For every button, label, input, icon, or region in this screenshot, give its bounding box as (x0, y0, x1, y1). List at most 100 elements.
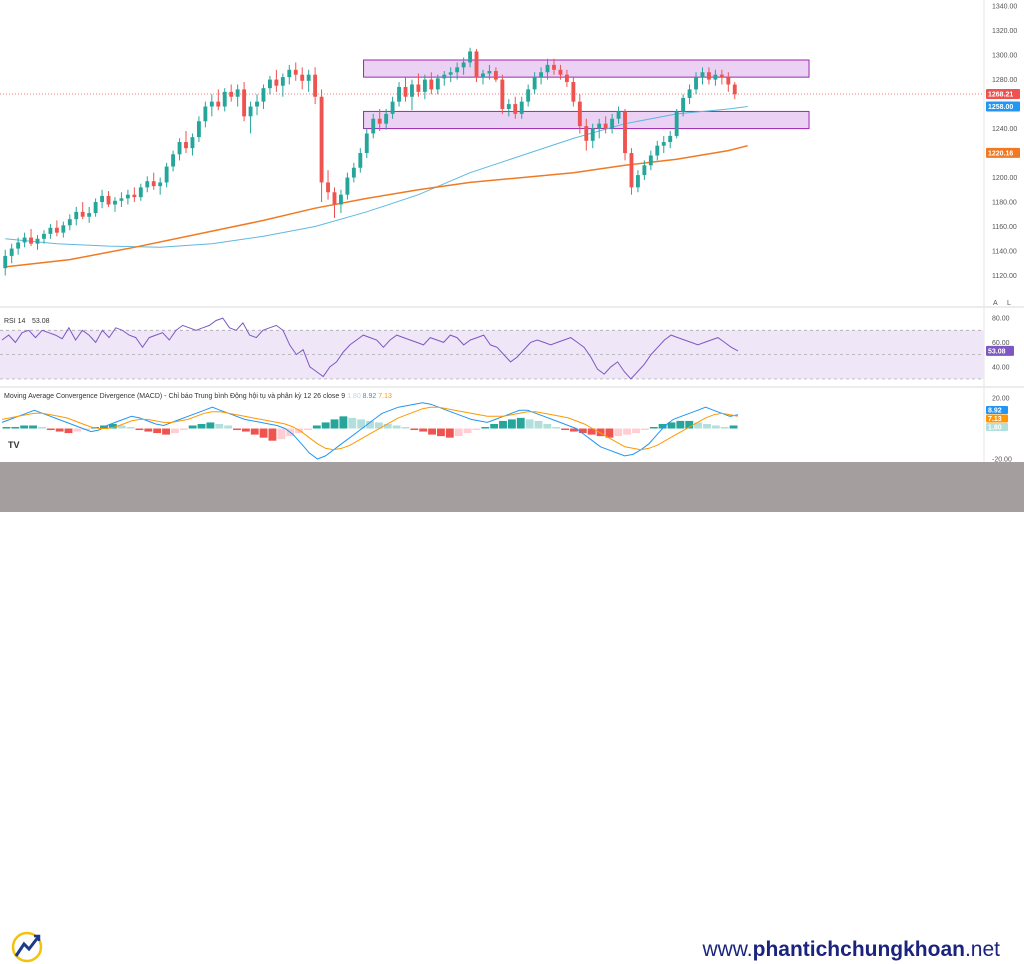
candle-body[interactable] (100, 195, 105, 203)
candle-body[interactable] (416, 84, 421, 92)
candle-body[interactable] (603, 123, 608, 129)
candle-body[interactable] (719, 74, 724, 78)
candle-body[interactable] (22, 237, 27, 243)
candle-body[interactable] (700, 72, 705, 78)
candle-body[interactable] (80, 211, 85, 217)
candle-body[interactable] (145, 181, 150, 188)
auto-scale-button[interactable]: A (993, 300, 998, 307)
candle-body[interactable] (209, 101, 214, 107)
candle-body[interactable] (468, 51, 473, 63)
candle-body[interactable] (9, 248, 14, 256)
candle-body[interactable] (410, 84, 414, 97)
candle-body[interactable] (732, 84, 737, 95)
candle-body[interactable] (345, 177, 350, 195)
candle-body[interactable] (539, 72, 544, 78)
candle-body[interactable] (222, 91, 227, 107)
candle-body[interactable] (293, 69, 298, 75)
candle-body[interactable] (487, 71, 492, 74)
candle-body[interactable] (113, 200, 117, 205)
candle-body[interactable] (16, 242, 21, 249)
candle-body[interactable] (552, 64, 556, 70)
candle-body[interactable] (196, 121, 201, 138)
candle-body[interactable] (326, 182, 330, 193)
candle-body[interactable] (422, 79, 427, 92)
candle-body[interactable] (506, 104, 511, 109)
candle-body[interactable] (339, 194, 343, 205)
candle-body[interactable] (54, 227, 59, 233)
candle-body[interactable] (448, 72, 453, 75)
candle-body[interactable] (635, 175, 640, 188)
candle-body[interactable] (681, 97, 686, 112)
candle-body[interactable] (3, 255, 8, 269)
candle-body[interactable] (274, 79, 279, 86)
candle-body[interactable] (661, 142, 666, 146)
resistance-zone-1[interactable] (363, 59, 810, 78)
candle-body[interactable] (287, 69, 292, 78)
candle-body[interactable] (429, 79, 434, 90)
candle-body[interactable] (138, 187, 143, 198)
candle-body[interactable] (564, 74, 569, 83)
candle-body[interactable] (597, 123, 602, 129)
candle-body[interactable] (203, 106, 208, 122)
candle-body[interactable] (590, 128, 595, 141)
candle-body[interactable] (61, 225, 66, 233)
candle-body[interactable] (229, 91, 234, 97)
website-url[interactable]: www.phantichchungkhoan.net (702, 938, 1000, 962)
candle-body[interactable] (125, 194, 130, 199)
candle-body[interactable] (558, 69, 563, 75)
candle-body[interactable] (377, 118, 382, 124)
candle-body[interactable] (351, 167, 356, 178)
candle-body[interactable] (74, 211, 79, 220)
candle-body[interactable] (403, 86, 408, 97)
candle-body[interactable] (67, 219, 72, 226)
candle-body[interactable] (332, 192, 337, 205)
candle-body[interactable] (255, 101, 259, 107)
candle-body[interactable] (300, 74, 305, 81)
candle-body[interactable] (694, 77, 698, 90)
candle-body[interactable] (707, 72, 711, 80)
candle-body[interactable] (267, 79, 272, 89)
candle-body[interactable] (216, 101, 221, 107)
candle-body[interactable] (132, 194, 137, 198)
candle-body[interactable] (184, 142, 188, 149)
candle-body[interactable] (306, 74, 311, 81)
candle-body[interactable] (545, 64, 550, 73)
candle-body[interactable] (87, 213, 92, 217)
candle-body[interactable] (35, 238, 40, 244)
candle-body[interactable] (364, 133, 369, 154)
candle-body[interactable] (713, 74, 718, 80)
candle-body[interactable] (642, 165, 647, 176)
candle-body[interactable] (280, 77, 285, 86)
candle-body[interactable] (687, 89, 692, 98)
candle-body[interactable] (616, 111, 621, 119)
candle-body[interactable] (358, 153, 363, 168)
candle-body[interactable] (513, 104, 518, 114)
candle-body[interactable] (29, 237, 33, 244)
candle-body[interactable] (584, 126, 589, 141)
candle-body[interactable] (48, 227, 53, 234)
candle-body[interactable] (726, 77, 731, 85)
candle-body[interactable] (526, 89, 531, 102)
candle-body[interactable] (461, 62, 466, 68)
candle-body[interactable] (248, 106, 253, 117)
candle-body[interactable] (190, 137, 195, 149)
candle-body[interactable] (474, 51, 479, 78)
candle-body[interactable] (390, 101, 395, 114)
candle-body[interactable] (235, 89, 240, 97)
chart-canvas[interactable]: 1340.001320.001300.001280.001260.001240.… (0, 0, 1024, 462)
candle-body[interactable] (674, 111, 679, 136)
candle-body[interactable] (493, 71, 498, 80)
rsi-title[interactable]: RSI 14 (4, 318, 26, 325)
candle-body[interactable] (93, 202, 98, 214)
candle-body[interactable] (158, 182, 163, 187)
candle-body[interactable] (610, 118, 615, 129)
macd-title[interactable]: Moving Average Convergence Divergence (M… (4, 392, 392, 400)
candle-body[interactable] (106, 195, 111, 205)
candle-body[interactable] (668, 135, 673, 143)
candle-body[interactable] (371, 118, 376, 134)
candle-body[interactable] (481, 73, 485, 78)
log-scale-button[interactable]: L (1007, 300, 1011, 307)
candle-body[interactable] (42, 233, 46, 239)
candle-body[interactable] (455, 67, 460, 73)
candle-body[interactable] (261, 88, 266, 102)
